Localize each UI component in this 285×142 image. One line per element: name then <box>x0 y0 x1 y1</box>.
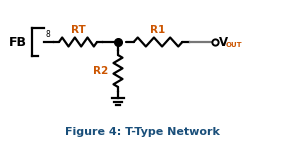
Text: FB: FB <box>9 36 27 49</box>
Text: 8: 8 <box>45 30 50 39</box>
Text: V: V <box>219 36 228 49</box>
Text: RT: RT <box>71 25 85 35</box>
Text: Figure 4: T-Type Network: Figure 4: T-Type Network <box>65 127 219 137</box>
Text: R1: R1 <box>150 25 166 35</box>
Text: R2: R2 <box>93 66 108 76</box>
Text: OUT: OUT <box>226 41 243 48</box>
